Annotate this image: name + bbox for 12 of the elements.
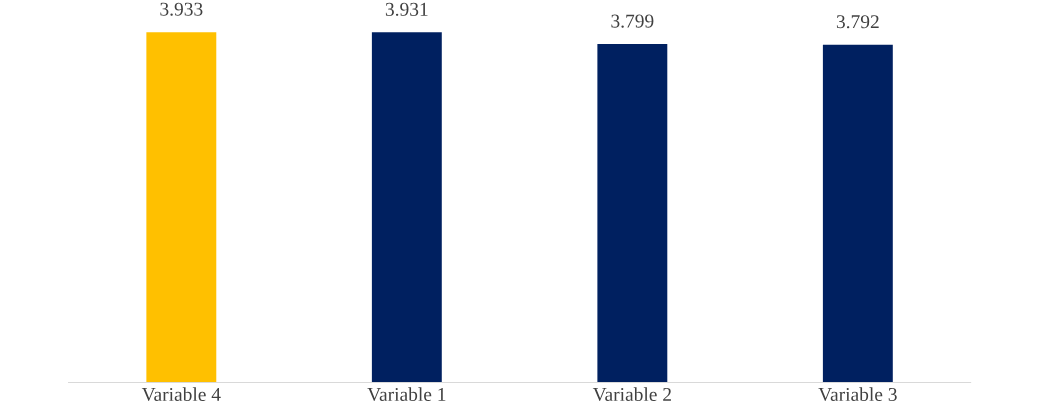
x-tick-label: Variable 1 <box>367 387 446 402</box>
data-label: 3.799 <box>611 14 654 28</box>
data-label: 3.931 <box>385 2 428 16</box>
bar <box>822 44 893 383</box>
data-label: 3.792 <box>836 15 879 29</box>
x-tick-label: Variable 2 <box>592 387 671 402</box>
bar <box>371 32 442 383</box>
x-tick-label: Variable 4 <box>141 387 221 402</box>
data-label: 3.933 <box>160 2 203 16</box>
bar <box>146 32 217 383</box>
x-tick-label: Variable 3 <box>818 387 897 402</box>
bar <box>597 44 668 383</box>
